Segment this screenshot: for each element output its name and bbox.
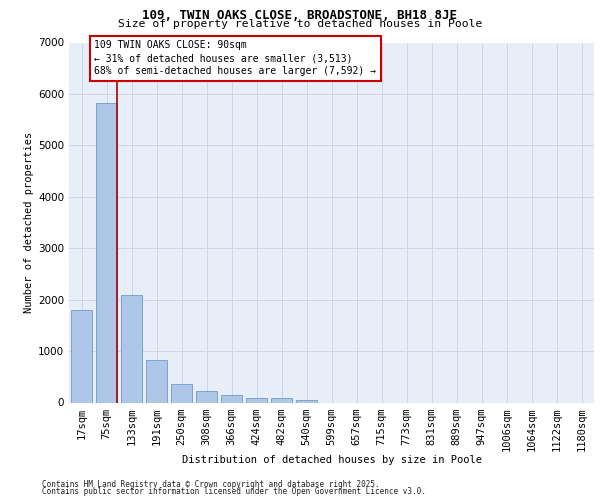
Y-axis label: Number of detached properties: Number of detached properties — [24, 132, 34, 313]
Bar — [121, 295, 142, 403]
Bar — [221, 396, 242, 402]
Bar — [146, 360, 167, 403]
Bar — [171, 384, 192, 402]
Text: Contains HM Land Registry data © Crown copyright and database right 2025.: Contains HM Land Registry data © Crown c… — [42, 480, 380, 489]
Text: Size of property relative to detached houses in Poole: Size of property relative to detached ho… — [118, 19, 482, 29]
Bar — [296, 400, 317, 402]
Bar — [96, 103, 117, 403]
Bar — [71, 310, 92, 402]
Bar — [271, 398, 292, 402]
Bar — [196, 390, 217, 402]
Text: 109, TWIN OAKS CLOSE, BROADSTONE, BH18 8JE: 109, TWIN OAKS CLOSE, BROADSTONE, BH18 8… — [143, 9, 458, 22]
Text: Contains public sector information licensed under the Open Government Licence v3: Contains public sector information licen… — [42, 487, 426, 496]
X-axis label: Distribution of detached houses by size in Poole: Distribution of detached houses by size … — [182, 456, 482, 466]
Bar — [246, 398, 267, 402]
Text: 109 TWIN OAKS CLOSE: 90sqm
← 31% of detached houses are smaller (3,513)
68% of s: 109 TWIN OAKS CLOSE: 90sqm ← 31% of deta… — [95, 40, 377, 76]
